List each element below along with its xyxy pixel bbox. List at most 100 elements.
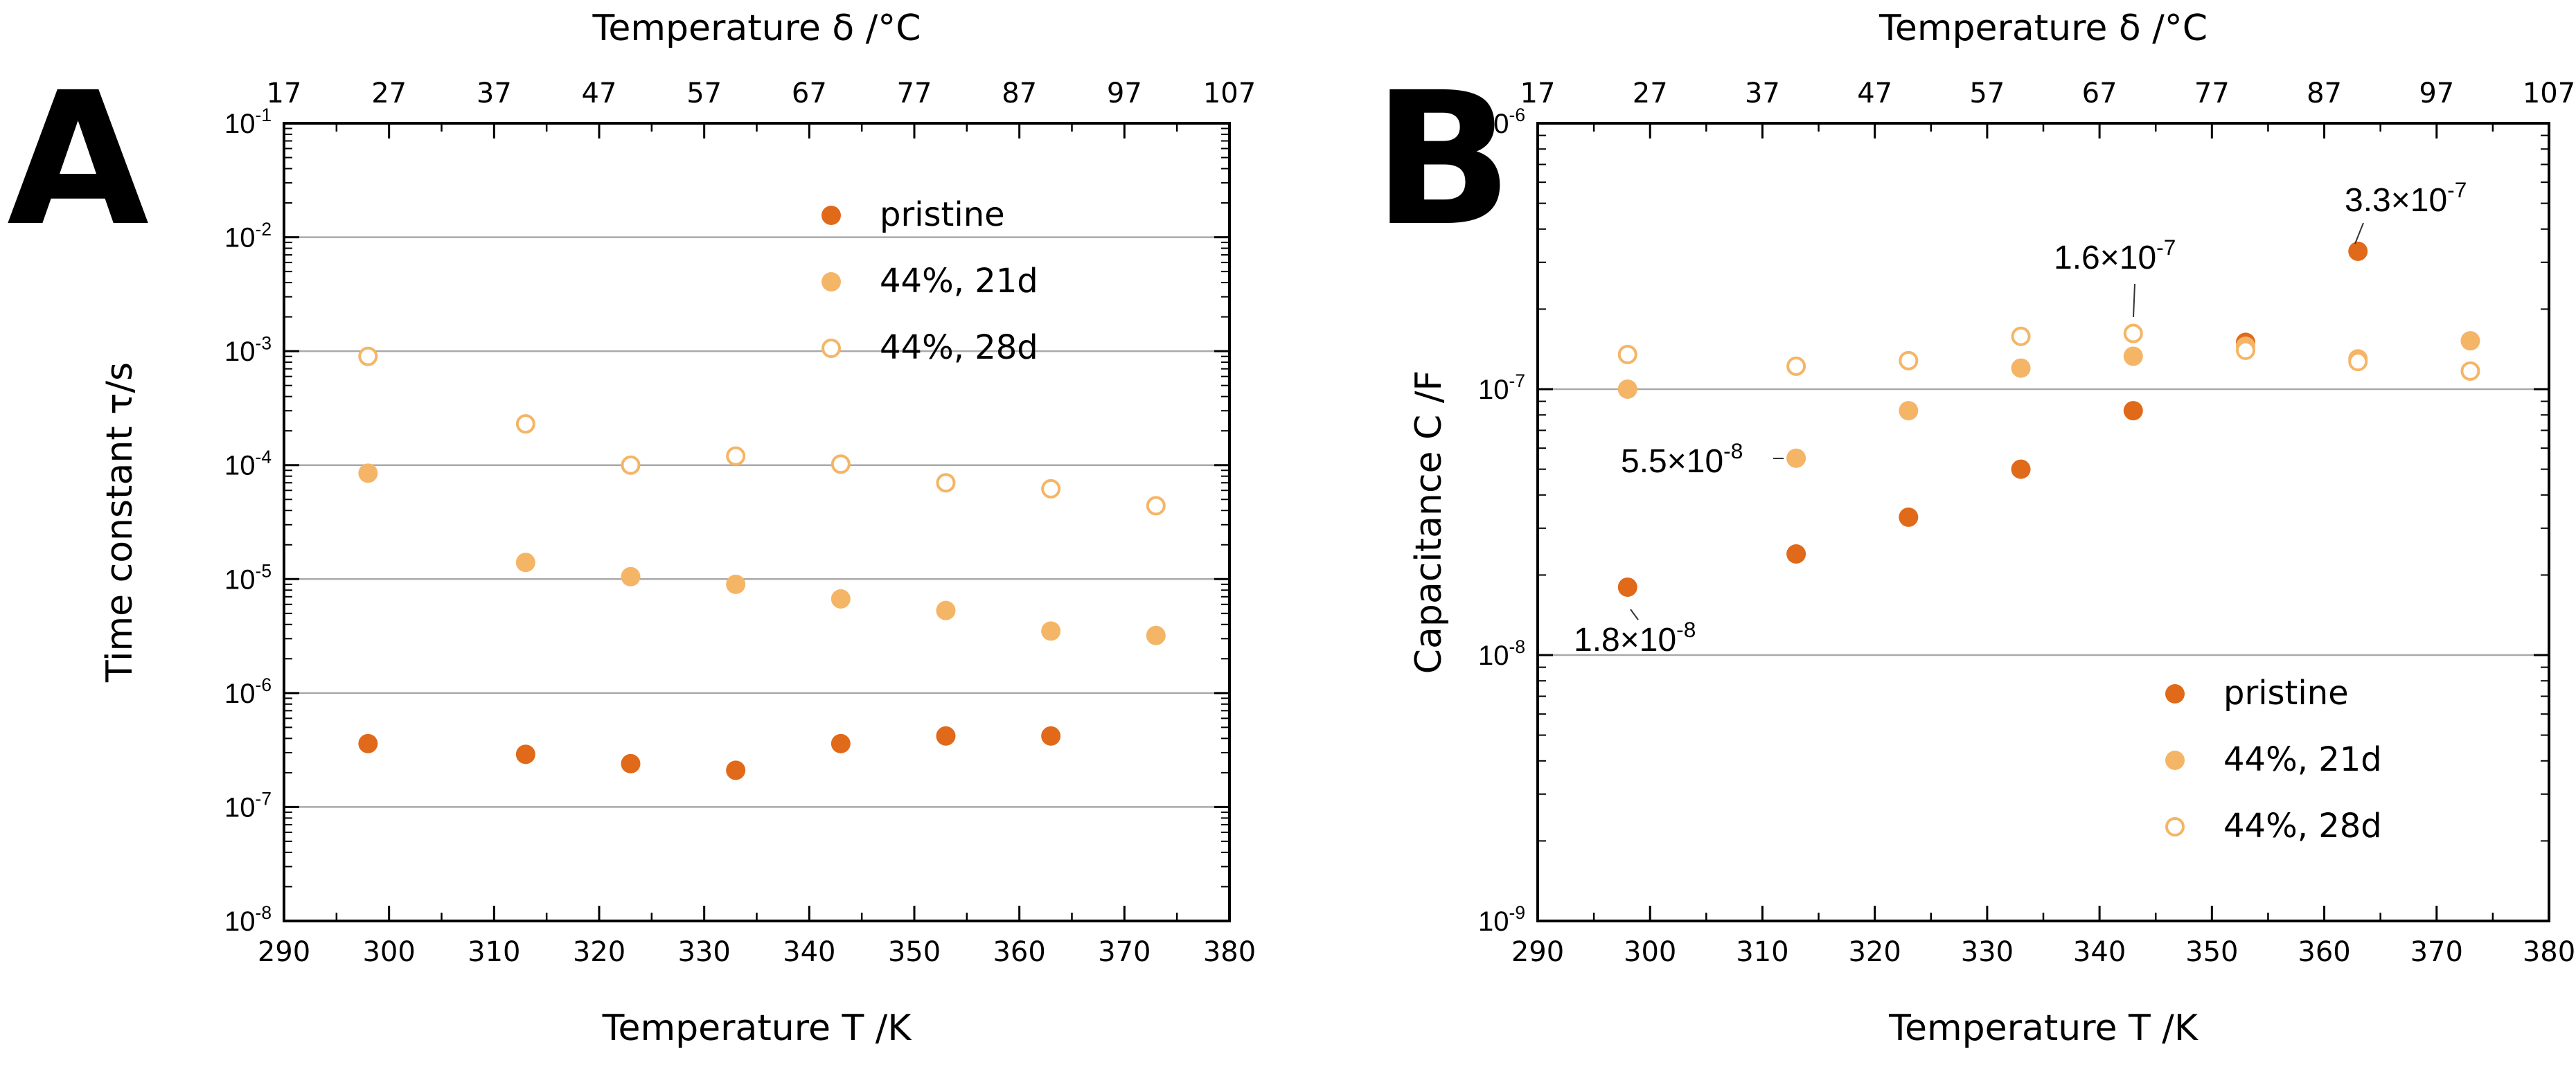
- top-tick-label: 77: [897, 78, 932, 109]
- y-tick-label: 10-2: [224, 219, 272, 253]
- legend-marker: [821, 272, 841, 292]
- plot-frame: [283, 122, 1231, 922]
- x-axis-title: Temperature T /K: [1888, 1008, 2199, 1049]
- y-tick-label-exp: -3: [256, 332, 272, 353]
- data-point: [621, 566, 641, 587]
- x-tick-label: 340: [783, 936, 835, 968]
- top-tick-label: 47: [582, 78, 617, 109]
- y-tick-label-exp: -8: [1509, 636, 1525, 657]
- panel-A: A 290 17 300 27 310 37 320 47 330 57 340 67 350 77 360 8…: [7, 8, 1256, 1049]
- legend-marker: [821, 339, 841, 358]
- x-tick-label: 340: [2073, 936, 2126, 968]
- x-tick-label: 290: [258, 936, 310, 968]
- top-axis-title: Temperature δ /°C: [1878, 8, 2208, 49]
- x-tick-label: 360: [993, 936, 1045, 968]
- panel-B: B 290 17 300 27 310 37 320 47 330 57 340 67 350 77 360 8…: [1373, 8, 2575, 1049]
- x-tick-label: 380: [2523, 936, 2575, 968]
- data-point: [1786, 544, 1806, 564]
- annotation-label: 3.3×10-7: [2345, 177, 2467, 219]
- top-tick-label: 17: [1520, 78, 1556, 109]
- legend-label: 44%, 21d: [880, 262, 1038, 301]
- data-point: [726, 446, 746, 466]
- data-point: [358, 346, 378, 366]
- data-point: [2123, 323, 2143, 343]
- y-tick-label: 10-1: [224, 105, 272, 139]
- y-tick-label: 10-5: [224, 560, 272, 595]
- data-point: [726, 574, 746, 594]
- y-tick-label: 10-4: [224, 447, 272, 481]
- annotation: 1.8×10-8: [1574, 609, 1696, 659]
- series-44-28d: [358, 346, 1166, 516]
- data-point: [936, 726, 956, 746]
- x-tick-label: 300: [362, 936, 415, 968]
- data-point: [621, 753, 641, 773]
- y-tick-label-base: 10: [224, 679, 256, 709]
- annotation: 5.5×10-8: [1621, 438, 1784, 480]
- top-tick-label: 97: [2419, 78, 2454, 109]
- y-tick-label: 10-3: [224, 332, 272, 367]
- data-point: [1041, 621, 1061, 641]
- data-point: [358, 733, 378, 753]
- data-point: [1617, 344, 1637, 364]
- annotation-label-base: 1.8×10: [1574, 622, 1676, 659]
- annotation-label-exp: -7: [2447, 177, 2467, 202]
- annotation-label-exp: -8: [1723, 438, 1743, 463]
- x-tick-label: 310: [1736, 936, 1788, 968]
- annotation-label-base: 5.5×10: [1621, 443, 1723, 480]
- y-tick-label: 10-7: [224, 789, 272, 823]
- data-point: [1617, 577, 1637, 597]
- data-point: [358, 463, 378, 483]
- x-tick-label: 330: [677, 936, 730, 968]
- data-point: [936, 473, 956, 493]
- y-tick-label-base: 10: [224, 906, 256, 937]
- top-tick-label: 67: [792, 78, 827, 109]
- y-axis-title: Time constant τ/s: [99, 362, 141, 683]
- legend-label: pristine: [880, 195, 1005, 234]
- legend: pristine 44%, 21d 44%, 28d: [821, 195, 1038, 367]
- y-tick-label-exp: -7: [256, 789, 272, 809]
- annotation-label: 1.8×10-8: [1574, 617, 1696, 659]
- x-tick-label: 350: [888, 936, 941, 968]
- x-tick-label: 350: [2185, 936, 2238, 968]
- annotation-leader: [1630, 609, 1639, 620]
- data-point: [1146, 625, 1166, 645]
- data-point: [2123, 346, 2143, 366]
- legend-marker: [2165, 684, 2185, 704]
- data-point: [2011, 358, 2031, 378]
- y-tick-label-base: 10: [224, 223, 256, 253]
- data-point: [1146, 496, 1166, 516]
- series-pristine: [358, 726, 1061, 780]
- y-tick-label-base: 10: [224, 564, 256, 595]
- legend-label: pristine: [2223, 674, 2349, 713]
- legend-marker: [2165, 817, 2185, 836]
- y-tick-label-base: 10: [224, 792, 256, 823]
- x-tick-label: 320: [573, 936, 625, 968]
- legend-marker: [821, 206, 841, 225]
- x-tick-label: 320: [1848, 936, 1901, 968]
- series-44-28d: [1617, 323, 2480, 381]
- x-tick-label: 380: [1203, 936, 1256, 968]
- data-point: [936, 600, 956, 620]
- annotation: 1.6×10-7: [2054, 235, 2176, 318]
- data-point: [1899, 507, 1919, 527]
- data-point: [2460, 361, 2480, 381]
- data-point: [2236, 340, 2255, 360]
- data-point: [2348, 241, 2368, 261]
- legend-marker: [2165, 751, 2185, 770]
- annotation-label-base: 3.3×10: [2345, 182, 2447, 219]
- data-point: [515, 553, 535, 573]
- top-tick-label: 57: [686, 78, 722, 109]
- y-tick-label-base: 10: [224, 451, 256, 481]
- annotation-label: 1.6×10-7: [2054, 235, 2176, 276]
- panel-letter: B: [1373, 53, 1513, 267]
- top-tick-label: 57: [1969, 78, 2005, 109]
- data-point: [621, 455, 641, 475]
- legend-label: 44%, 21d: [2223, 740, 2382, 779]
- y-tick-label-base: 10: [1478, 375, 1509, 405]
- data-point: [1899, 350, 1919, 370]
- y-tick-label: 10-6: [224, 674, 272, 709]
- data-point: [2011, 459, 2031, 479]
- top-tick-label: 87: [1002, 78, 1037, 109]
- x-tick-label: 330: [1961, 936, 2014, 968]
- y-axis-title: Capacitance C /F: [1408, 370, 1450, 674]
